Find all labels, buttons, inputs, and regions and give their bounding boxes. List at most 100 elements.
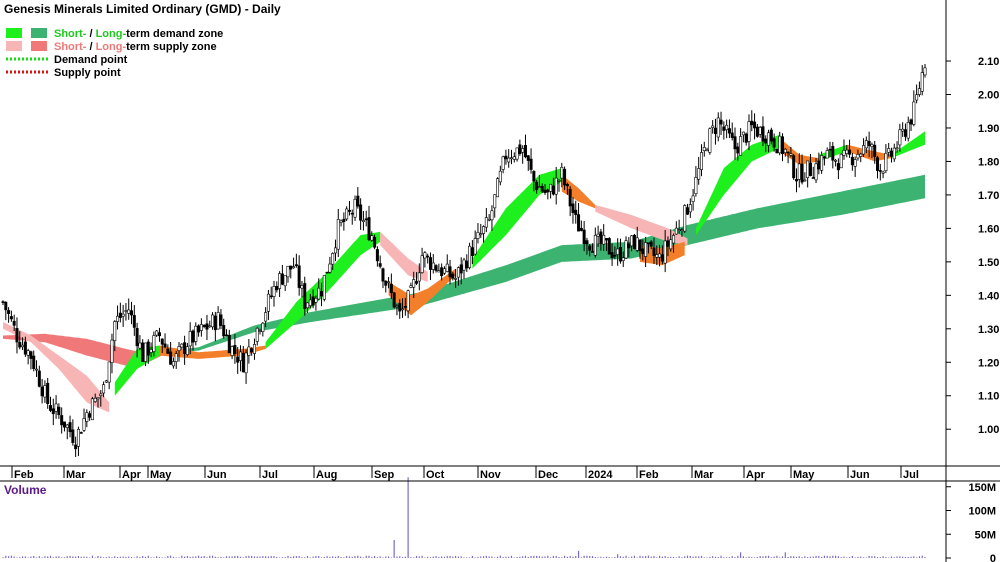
candle-body bbox=[504, 155, 508, 160]
candle-body bbox=[7, 310, 11, 314]
candle-body bbox=[74, 444, 78, 450]
candle-body bbox=[283, 275, 287, 287]
candle-body bbox=[473, 238, 477, 255]
candle-body bbox=[616, 248, 620, 255]
candle-body bbox=[850, 156, 854, 166]
candle-body bbox=[191, 330, 195, 343]
candle-body bbox=[892, 147, 896, 160]
candle-body bbox=[264, 312, 268, 322]
candle-body bbox=[834, 159, 838, 162]
candle-body bbox=[825, 150, 829, 159]
candle-body bbox=[43, 385, 47, 398]
candle-body bbox=[607, 238, 611, 255]
candle-body bbox=[250, 348, 254, 353]
candle-body bbox=[51, 408, 55, 415]
candle-body bbox=[454, 278, 458, 280]
candle-body bbox=[797, 163, 801, 180]
candle-body bbox=[674, 227, 678, 235]
candle-body bbox=[311, 296, 315, 306]
candle-body bbox=[65, 424, 69, 428]
candle-body bbox=[356, 195, 360, 207]
candle-body bbox=[4, 301, 8, 311]
candle-body bbox=[37, 370, 41, 387]
candle-body bbox=[705, 149, 709, 152]
candle-body bbox=[219, 314, 223, 326]
candle-body bbox=[9, 316, 13, 320]
candle-body bbox=[672, 235, 676, 244]
legend-separator: / bbox=[86, 41, 95, 53]
candle-body bbox=[149, 349, 153, 353]
candle-body bbox=[57, 406, 61, 416]
candle-body bbox=[789, 153, 793, 156]
candle-body bbox=[635, 237, 639, 251]
candle-body bbox=[537, 186, 541, 188]
candle-body bbox=[328, 263, 332, 273]
candle-body bbox=[814, 163, 818, 181]
candle-body bbox=[177, 346, 181, 351]
candle-body bbox=[507, 157, 511, 163]
candle-body bbox=[68, 422, 72, 433]
candle-body bbox=[889, 150, 893, 157]
candle-body bbox=[663, 240, 667, 264]
date-tick-label: Jul bbox=[262, 469, 278, 481]
candle-body bbox=[817, 160, 821, 170]
candle-body bbox=[688, 204, 692, 213]
candle-body bbox=[755, 126, 759, 137]
short-term-transition-zone bbox=[561, 174, 596, 209]
candle-body bbox=[280, 273, 284, 285]
candle-body bbox=[873, 144, 877, 157]
candle-body bbox=[484, 217, 488, 228]
candle-body bbox=[917, 88, 921, 95]
candle-body bbox=[881, 171, 885, 174]
candle-body bbox=[811, 177, 815, 179]
candle-body bbox=[518, 144, 522, 155]
candle-body bbox=[322, 275, 326, 300]
candle-body bbox=[683, 205, 687, 232]
candle-body bbox=[532, 171, 536, 182]
candle-body bbox=[496, 178, 500, 198]
candle-body bbox=[822, 156, 826, 159]
candle-body bbox=[554, 177, 558, 195]
candle-body bbox=[342, 218, 346, 222]
candle-body bbox=[915, 94, 919, 101]
date-tick-label: Feb bbox=[14, 469, 34, 481]
candle-body bbox=[1, 301, 5, 303]
candle-body bbox=[786, 151, 790, 154]
volume-layer bbox=[2, 477, 926, 558]
date-tick-label: Mar bbox=[66, 469, 86, 481]
candle-body bbox=[699, 152, 703, 170]
candle-body bbox=[202, 324, 206, 327]
chart-title: Genesis Minerals Limited Ordinary (GMD) … bbox=[4, 2, 281, 16]
candle-body bbox=[750, 120, 754, 126]
candles-layer bbox=[1, 64, 927, 457]
short-term-supply-zone bbox=[3, 322, 110, 413]
candle-body bbox=[630, 235, 634, 247]
candle-body bbox=[655, 254, 659, 258]
date-tick-label: Apr bbox=[122, 469, 142, 481]
candle-body bbox=[272, 286, 276, 297]
candle-body bbox=[769, 129, 773, 142]
candle-body bbox=[820, 155, 824, 171]
candle-body bbox=[35, 368, 39, 371]
candle-body bbox=[549, 183, 553, 192]
candle-body bbox=[711, 125, 715, 128]
candle-body bbox=[306, 302, 310, 309]
candle-body bbox=[303, 283, 307, 309]
candle-body bbox=[426, 255, 430, 258]
legend-prefix: Short- bbox=[54, 28, 87, 40]
candle-body bbox=[71, 429, 75, 443]
candle-body bbox=[602, 234, 606, 245]
long-term-supply-zone bbox=[3, 333, 165, 366]
candle-body bbox=[141, 342, 145, 362]
candle-body bbox=[347, 210, 351, 212]
candle-body bbox=[509, 157, 513, 160]
candle-body bbox=[772, 138, 776, 148]
candle-body bbox=[230, 346, 234, 356]
legend-mid: Long- bbox=[96, 28, 127, 40]
candle-body bbox=[398, 303, 402, 312]
candle-body bbox=[389, 283, 393, 293]
candle-body bbox=[596, 233, 600, 237]
candle-body bbox=[487, 218, 491, 221]
legend-separator: / bbox=[86, 28, 95, 40]
candle-body bbox=[582, 229, 586, 244]
